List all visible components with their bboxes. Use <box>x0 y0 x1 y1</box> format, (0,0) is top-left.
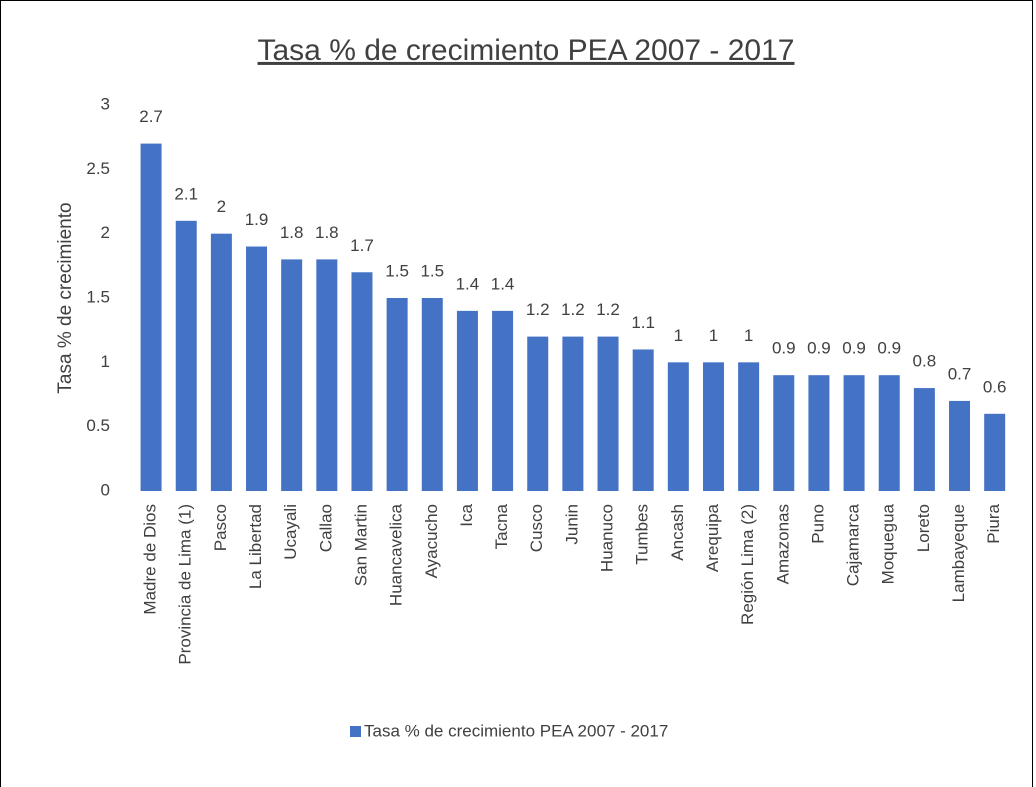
data-label: 0.7 <box>948 364 972 383</box>
data-label: 2.1 <box>174 184 198 203</box>
data-label: 1.9 <box>245 210 269 229</box>
data-label: 0.6 <box>983 377 1007 396</box>
bar <box>984 413 1006 491</box>
data-label: 0.9 <box>772 339 796 358</box>
data-label: 1 <box>744 326 753 345</box>
x-tick-label: Callao <box>316 504 335 552</box>
x-tick-label: Ucayali <box>281 504 300 560</box>
bar <box>562 336 584 491</box>
data-label: 1.5 <box>385 261 409 280</box>
plot: Madre de Dios Provincia de Lima (1) Pasco L… <box>139 107 1006 665</box>
x-tick-label: Junin <box>562 504 581 545</box>
x-tick-label: Lambayeque <box>949 504 968 602</box>
bar <box>456 310 478 491</box>
bar <box>210 233 232 491</box>
bar <box>949 400 971 491</box>
data-label: 0.9 <box>807 339 831 358</box>
data-label: 1.7 <box>350 236 374 255</box>
bar <box>632 349 654 491</box>
x-tick-label: Región Lima (2) <box>738 504 757 625</box>
x-tick-label: San Martin <box>351 504 370 586</box>
bar <box>140 143 162 491</box>
data-label: 1 <box>674 326 683 345</box>
data-label: 1.1 <box>631 313 655 332</box>
bar <box>808 375 830 491</box>
chart-title: Tasa % de crecimiento PEA 2007 - 2017 <box>258 34 795 67</box>
data-label: 2 <box>217 197 226 216</box>
x-tick-label: Arequipa <box>703 503 722 572</box>
x-tick-label: Provincia de Lima (1) <box>176 504 195 665</box>
data-label: 1.8 <box>315 223 339 242</box>
legend-swatch <box>350 726 361 737</box>
legend-label: Tasa % de crecimiento PEA 2007 - 2017 <box>364 721 668 740</box>
x-tick-label: Moquegua <box>879 503 898 584</box>
y-tick-label: 2 <box>101 223 110 242</box>
x-tick-label: Tumbes <box>633 504 652 565</box>
bar <box>351 272 373 491</box>
y-tick-label: 1 <box>101 352 110 371</box>
x-tick-label: Pasco <box>211 504 230 551</box>
bar <box>913 388 935 491</box>
x-tick-label: La Libertad <box>246 504 265 589</box>
bar <box>878 375 900 491</box>
bar <box>421 298 443 491</box>
x-tick-label: Ica <box>457 503 476 526</box>
bar <box>316 259 338 491</box>
y-tick-label: 3 <box>101 94 110 113</box>
bar <box>702 362 724 491</box>
y-tick-label: 1.5 <box>86 287 110 306</box>
data-label: 1.2 <box>561 300 585 319</box>
bar <box>175 220 197 492</box>
bar <box>773 375 795 491</box>
data-label: 1.2 <box>596 300 620 319</box>
data-label: 0.8 <box>913 352 937 371</box>
x-tick-label: Ancash <box>668 504 687 561</box>
bar <box>738 362 760 491</box>
y-tick-label: 0.5 <box>86 416 110 435</box>
data-label: 0.9 <box>877 339 901 358</box>
bar <box>386 298 408 491</box>
data-label: 1 <box>709 326 718 345</box>
x-tick-label: Cajamarca <box>844 503 863 586</box>
x-tick-label: Puno <box>808 504 827 544</box>
x-tick-label: Tacna <box>492 503 511 549</box>
x-tick-label: Piura <box>984 503 1003 543</box>
data-label: 0.9 <box>842 339 866 358</box>
x-tick-label: Loreto <box>914 504 933 552</box>
x-tick-label: Ayacucho <box>422 504 441 578</box>
bar <box>527 336 549 491</box>
data-label: 1.8 <box>280 223 304 242</box>
x-tick-label: Cusco <box>527 504 546 552</box>
x-tick-label: Amazonas <box>773 504 792 584</box>
x-tick-label: Huancavelica <box>387 503 406 606</box>
bar <box>492 310 514 491</box>
x-tick-label: Huanuco <box>598 504 617 572</box>
data-label: 2.7 <box>139 107 163 126</box>
y-tick-label: 2.5 <box>86 159 110 178</box>
bar <box>843 375 865 491</box>
data-label: 1.4 <box>491 274 515 293</box>
bar <box>667 362 689 491</box>
data-label: 1.4 <box>456 274 480 293</box>
y-tick-label: 0 <box>101 480 110 499</box>
bar <box>246 246 268 491</box>
x-tick-label: Madre de Dios <box>141 504 160 615</box>
data-label: 1.5 <box>420 261 444 280</box>
bar <box>597 336 619 491</box>
data-label: 1.2 <box>526 300 550 319</box>
y-axis-label: Tasa % de crecimiento <box>55 202 76 393</box>
bar <box>281 259 303 491</box>
